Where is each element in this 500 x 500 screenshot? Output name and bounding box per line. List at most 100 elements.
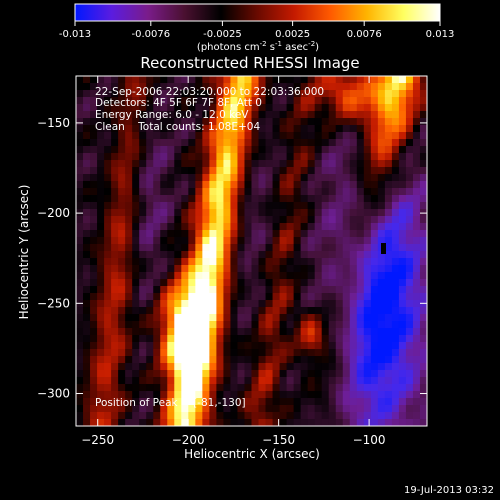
heatmap-cell — [405, 405, 414, 413]
heatmap-cell — [97, 230, 105, 238]
heatmap-cell — [405, 104, 414, 112]
heatmap-cell — [391, 328, 400, 336]
heatmap-cell — [174, 398, 182, 406]
heatmap-cell — [314, 223, 323, 231]
heatmap-cell — [209, 202, 217, 210]
heatmap-cell — [349, 244, 358, 252]
heatmap-cell — [188, 153, 196, 161]
heatmap-cell — [174, 139, 182, 147]
heatmap-cell — [146, 251, 154, 259]
heatmap-cell — [118, 83, 126, 91]
heatmap-cell — [293, 356, 302, 364]
heatmap-cell — [90, 342, 98, 350]
heatmap-cell — [251, 209, 260, 217]
heatmap-cell — [328, 125, 337, 133]
heatmap-cell — [118, 153, 126, 161]
heatmap-cell — [202, 293, 210, 301]
heatmap-cell — [209, 398, 217, 406]
heatmap-cell — [342, 146, 351, 154]
heatmap-cell — [328, 244, 337, 252]
heatmap-cell — [398, 384, 407, 392]
heatmap-cell — [349, 398, 358, 406]
heatmap-cell — [258, 258, 267, 266]
heatmap-cell — [412, 237, 421, 245]
heatmap-cell — [153, 230, 161, 238]
heatmap-cell — [244, 181, 253, 189]
heatmap-cell — [363, 356, 372, 364]
heatmap-cell — [419, 265, 427, 273]
heatmap-cell — [174, 167, 182, 175]
heatmap-cell — [167, 356, 175, 364]
heatmap-cell — [356, 377, 365, 385]
heatmap-cell — [90, 223, 98, 231]
heatmap-cell — [419, 167, 427, 175]
heatmap-cell — [139, 125, 147, 133]
heatmap-cell — [111, 153, 119, 161]
heatmap-cell — [223, 174, 232, 182]
heatmap-cell — [370, 181, 379, 189]
heatmap-cell — [125, 328, 133, 336]
heatmap-cell — [111, 237, 119, 245]
heatmap-cell — [300, 328, 309, 336]
heatmap-cell — [195, 209, 203, 217]
heatmap-cell — [335, 328, 344, 336]
heatmap-cell — [202, 97, 210, 105]
heatmap-cell — [251, 384, 260, 392]
heatmap-cell — [174, 125, 182, 133]
heatmap-cell — [83, 244, 91, 252]
heatmap-cell — [132, 188, 140, 196]
heatmap-cell — [272, 223, 281, 231]
heatmap-cell — [174, 307, 182, 315]
heatmap-cell — [293, 76, 302, 84]
heatmap-cell — [209, 412, 217, 420]
heatmap-cell — [356, 391, 365, 399]
heatmap-cell — [293, 174, 302, 182]
heatmap-cell — [391, 195, 400, 203]
heatmap-cell — [146, 377, 154, 385]
heatmap-cell — [391, 237, 400, 245]
heatmap-cell — [272, 118, 281, 126]
heatmap-cell — [188, 349, 196, 357]
heatmap-cell — [146, 97, 154, 105]
heatmap-cell — [307, 202, 316, 210]
heatmap-cell — [258, 279, 267, 287]
heatmap-cell — [223, 293, 232, 301]
heatmap-cell — [181, 132, 189, 140]
heatmap-cell — [405, 356, 414, 364]
heatmap-cell — [139, 314, 147, 322]
heatmap-cell — [286, 202, 295, 210]
heatmap-cell — [356, 363, 365, 371]
heatmap-cell — [118, 167, 126, 175]
heatmap-cell — [139, 202, 147, 210]
heatmap-cell — [286, 83, 295, 91]
heatmap-cell — [265, 293, 274, 301]
heatmap-cell — [202, 335, 210, 343]
heatmap-cell — [167, 132, 175, 140]
heatmap-cell — [398, 146, 407, 154]
heatmap-cell — [202, 419, 210, 426]
heatmap-cell — [83, 97, 91, 105]
heatmap-cell — [349, 384, 358, 392]
heatmap-cell — [258, 209, 267, 217]
heatmap-cell — [111, 342, 119, 350]
heatmap-cell — [335, 188, 344, 196]
heatmap-cell — [118, 160, 126, 168]
heatmap-cell — [349, 125, 358, 133]
heatmap-cell — [286, 97, 295, 105]
heatmap-cell — [146, 83, 154, 91]
heatmap-cell — [251, 293, 260, 301]
heatmap-cell — [370, 139, 379, 147]
heatmap-cell — [83, 384, 91, 392]
heatmap-cell — [363, 335, 372, 343]
heatmap-cell — [384, 132, 393, 140]
heatmap-cell — [419, 160, 427, 168]
heatmap-cell — [223, 188, 232, 196]
heatmap-cell — [209, 153, 217, 161]
heatmap-cell — [391, 223, 400, 231]
heatmap-cell — [251, 377, 260, 385]
heatmap-cell — [356, 104, 365, 112]
heatmap-cell — [244, 370, 253, 378]
heatmap-cell — [279, 335, 288, 343]
heatmap-cell — [293, 118, 302, 126]
heatmap-cell — [419, 251, 427, 259]
